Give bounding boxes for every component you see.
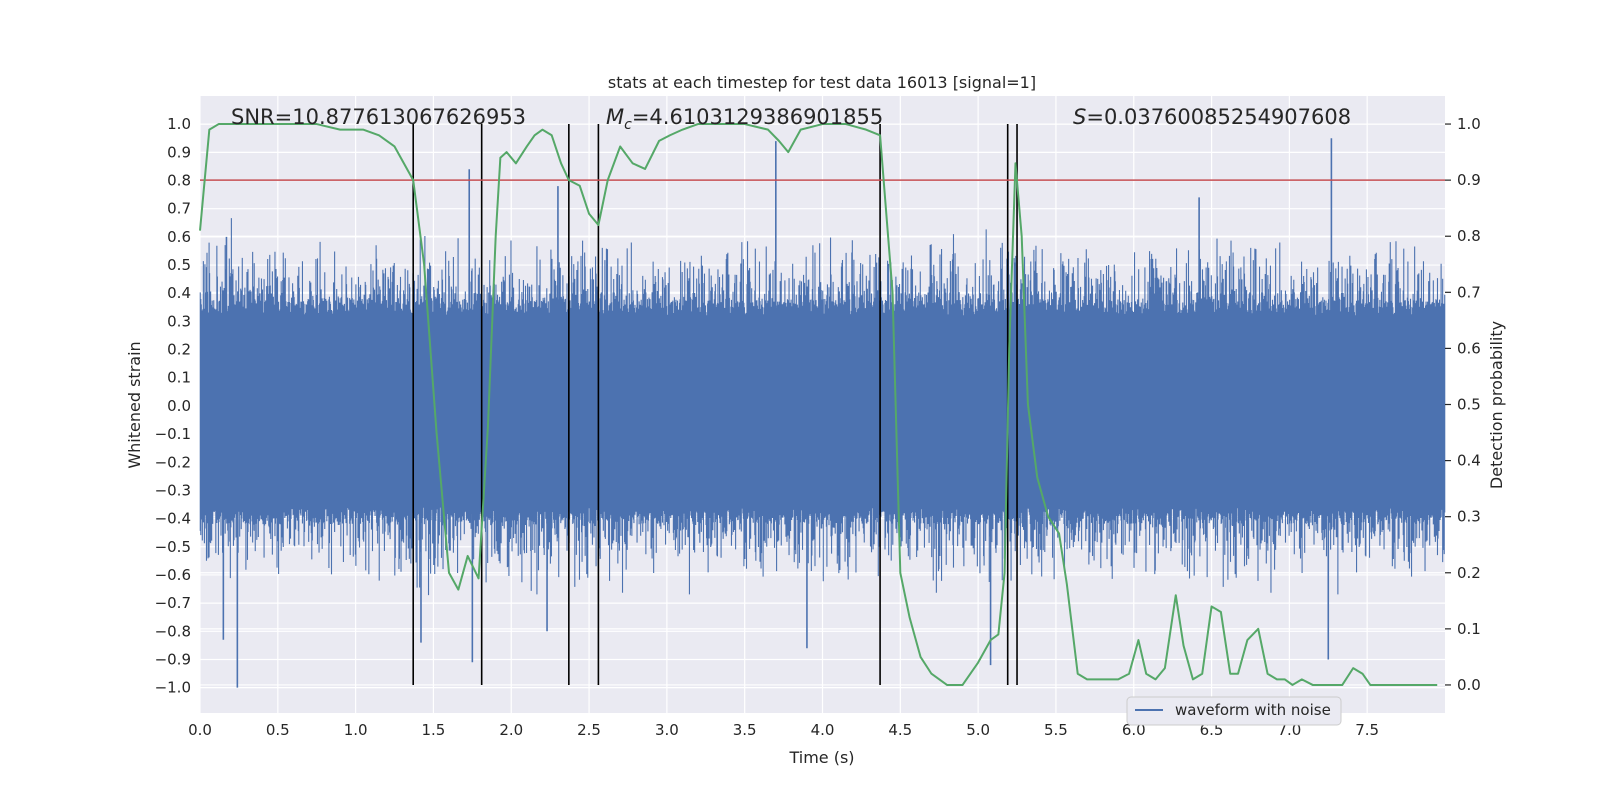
y-left-tick-label: −0.9 — [155, 650, 191, 668]
x-tick-label: 2.0 — [499, 721, 523, 739]
legend: waveform with noise — [1126, 696, 1342, 726]
x-tick-label: 5.0 — [966, 721, 990, 739]
y-left-tick-label: −0.1 — [155, 425, 191, 443]
y-left-tick-label: 0.8 — [167, 172, 191, 190]
chirp-mass-annotation: Mc=4.6103129386901855 — [606, 105, 883, 133]
y-left-tick-label: −0.8 — [155, 622, 191, 640]
y-left-tick-label: 1.0 — [167, 115, 191, 133]
y-left-tick-label: 0.9 — [167, 143, 191, 161]
x-tick-label: 3.0 — [655, 721, 679, 739]
x-tick-label: 2.5 — [577, 721, 601, 739]
chirp-mass-value: =4.6103129386901855 — [632, 105, 883, 129]
x-tick-label: 0.5 — [266, 721, 290, 739]
waveform-noise-path — [199, 218, 1446, 596]
y-left-tick-label: −0.7 — [155, 594, 191, 612]
y-axis-label-right: Detection probability — [1487, 321, 1506, 489]
x-axis-label: Time (s) — [788, 748, 854, 767]
y-right-tick-label: 0.5 — [1457, 396, 1481, 414]
y-left-tick-label: 0.5 — [167, 256, 191, 274]
probability-series — [199, 123, 1438, 686]
y-right-tick-label: 0.3 — [1457, 508, 1481, 526]
y-right-tick-label: 0.2 — [1457, 564, 1481, 582]
x-tick-label: 4.0 — [811, 721, 835, 739]
y-left-tick-label: −1.0 — [155, 679, 191, 697]
y-left-tick-label: 0.4 — [167, 284, 191, 302]
spin-symbol: S — [1073, 105, 1086, 129]
y-right-tick-label: 0.9 — [1457, 171, 1481, 189]
y-right-tick-label: 0.7 — [1457, 283, 1481, 301]
y-right-tick-label: 0.8 — [1457, 227, 1481, 245]
x-tick-label: 5.5 — [1044, 721, 1068, 739]
spin-annotation: S=0.03760085254907608 — [1073, 105, 1351, 129]
legend-label-waveform: waveform with noise — [1175, 701, 1331, 719]
probability-line — [199, 123, 1438, 686]
y-right-tick-label: 0.6 — [1457, 339, 1481, 357]
y-left-tick-label: −0.6 — [155, 566, 191, 584]
x-tick-label: 1.5 — [422, 721, 446, 739]
chirp-mass-symbol: M — [606, 105, 624, 129]
spin-value: =0.03760085254907608 — [1086, 105, 1351, 129]
y-left-tick-label: 0.1 — [167, 369, 191, 387]
y-left-tick-label: 0.7 — [167, 200, 191, 218]
y-left-tick-label: −0.5 — [155, 538, 191, 556]
snr-annotation: SNR=10.877613067626953 — [231, 105, 526, 129]
legend-box — [1126, 696, 1342, 726]
x-tick-label: 3.5 — [733, 721, 757, 739]
y-left-tick-label: 0.6 — [167, 228, 191, 246]
y-left-tick-label: −0.4 — [155, 510, 191, 528]
x-tick-label: 1.0 — [344, 721, 368, 739]
y-right-tick-label: 0.0 — [1457, 676, 1481, 694]
waveform-series — [199, 138, 1446, 688]
y-left-tick-label: 0.0 — [167, 397, 191, 415]
x-tick-label: 4.5 — [888, 721, 912, 739]
y-left-tick-label: −0.2 — [155, 453, 191, 471]
y-left-tick-label: 0.3 — [167, 312, 191, 330]
y-axis-label-left: Whitened strain — [125, 341, 144, 468]
x-tick-label: 0.0 — [188, 721, 212, 739]
axis-ticks: 0.0 0.5 1.0 1.5 2.0 2.5 3.0 3.5 4.0 4.5 5.0 5.5 6.0 6… — [155, 115, 1481, 739]
y-right-tick-label: 0.4 — [1457, 452, 1481, 470]
y-left-tick-label: 0.2 — [167, 341, 191, 359]
y-right-tick-label: 1.0 — [1457, 115, 1481, 133]
y-right-tick-label: 0.1 — [1457, 620, 1481, 638]
x-tick-label: 7.5 — [1355, 721, 1379, 739]
chirp-mass-subscript: c — [624, 117, 632, 133]
event-lines — [412, 124, 1018, 685]
y-left-tick-label: −0.3 — [155, 481, 191, 499]
chart-title: stats at each timestep for test data 160… — [608, 73, 1036, 92]
